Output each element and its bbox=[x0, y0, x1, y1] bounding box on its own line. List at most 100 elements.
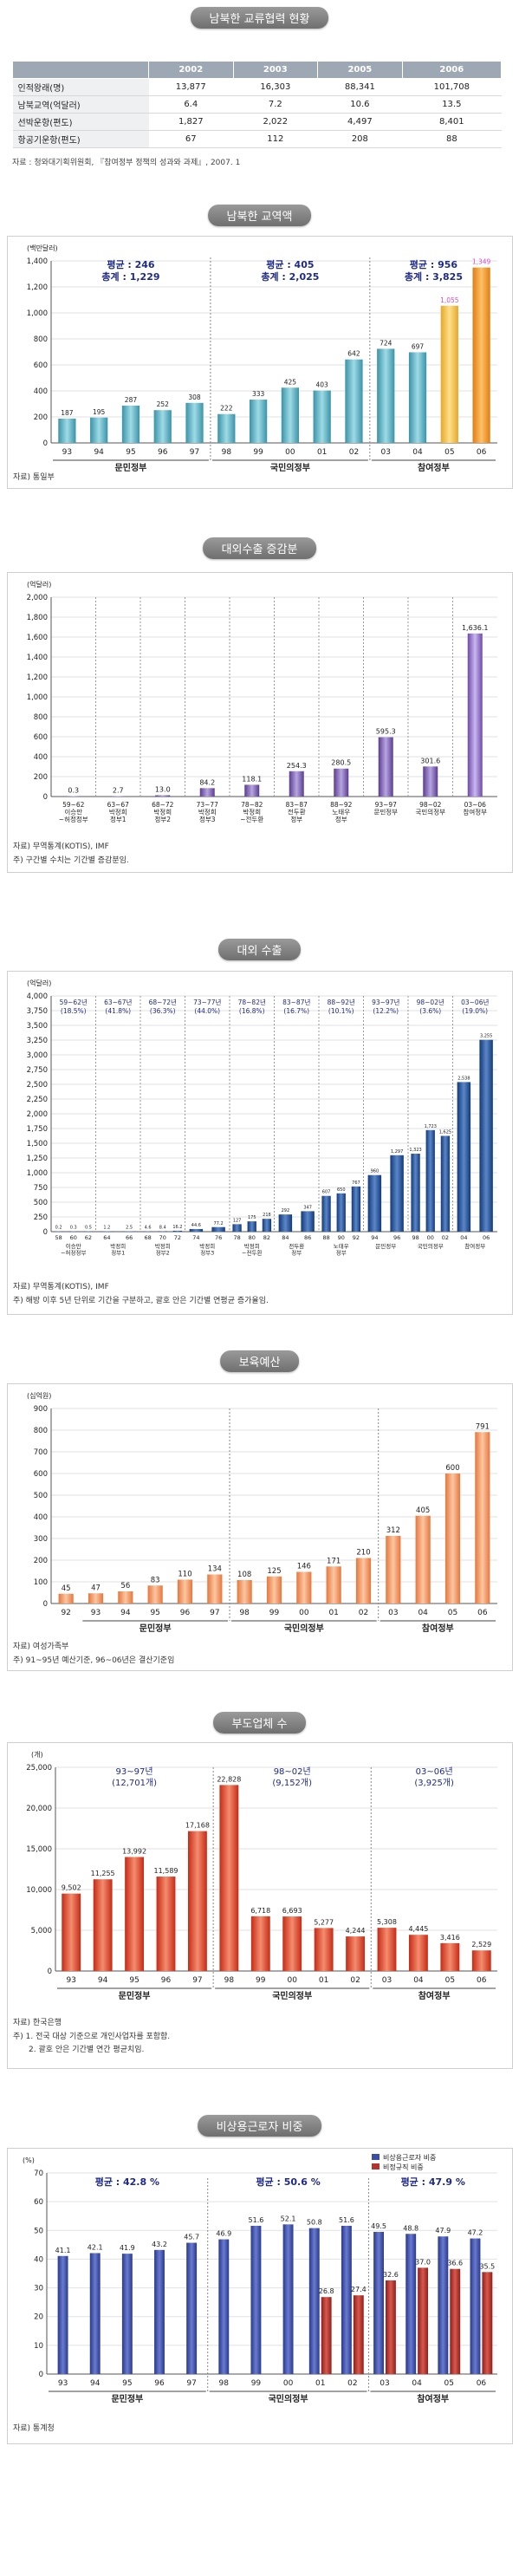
bar bbox=[89, 2253, 101, 2374]
x-tick-label: 00 bbox=[283, 2379, 294, 2388]
x-tick-label: 참여정부 bbox=[463, 808, 487, 816]
average-annotation: 평균 : 405 bbox=[266, 258, 314, 270]
data-label: 1,636.1 bbox=[462, 624, 489, 632]
section-title-export-increase: 대외수출 증감분 bbox=[202, 537, 317, 559]
y-tick-label: 0 bbox=[43, 439, 48, 448]
x-tick-label: 박정희 bbox=[198, 808, 217, 816]
x-tick-label: 박정희 bbox=[109, 808, 127, 816]
x-tick-label: 02 bbox=[349, 448, 359, 457]
data-label: 308 bbox=[188, 394, 201, 401]
data-label: 51.6 bbox=[249, 2216, 264, 2224]
data-label: 252 bbox=[157, 400, 170, 408]
bar bbox=[58, 1593, 74, 1603]
bar bbox=[218, 2239, 230, 2374]
data-label: 11,255 bbox=[91, 1870, 115, 1877]
data-label: 146 bbox=[297, 1563, 311, 1571]
data-label: 9,502 bbox=[62, 1884, 81, 1892]
bar bbox=[405, 2234, 417, 2374]
table-cell: 88 bbox=[402, 130, 502, 148]
x-tick-label: 97 bbox=[186, 2379, 196, 2388]
data-label: 2,538 bbox=[457, 1076, 470, 1081]
bar bbox=[301, 1211, 315, 1232]
period-range: 73~77년 bbox=[193, 998, 221, 1006]
x-tick-label: 노태우 bbox=[332, 809, 350, 816]
x-tick-label: 02 bbox=[350, 1976, 360, 1985]
period-name: 박정희 bbox=[110, 1242, 126, 1250]
bar bbox=[282, 1916, 302, 1971]
data-label: 41.1 bbox=[55, 2247, 71, 2254]
chart-box-exports: (억달러) 0 250 500 750 1,000 1,250 1,500 1,750 2,000… bbox=[7, 971, 513, 1315]
data-label: 48.8 bbox=[403, 2224, 418, 2232]
x-tick-label: 95 bbox=[122, 2379, 132, 2388]
y-tick-label: 30 bbox=[34, 2285, 43, 2293]
x-tick-label: 03 bbox=[380, 2379, 389, 2388]
x-tick-label: 정부1 bbox=[110, 815, 127, 823]
x-tick-label: ~허정정부 bbox=[59, 815, 88, 823]
y-tick-label: 1,250 bbox=[27, 1155, 48, 1163]
y-tick-label: 900 bbox=[34, 1405, 48, 1414]
period-name: 정부 bbox=[291, 1249, 302, 1257]
data-label: 17,168 bbox=[185, 1822, 210, 1830]
y-tick-label: 600 bbox=[34, 361, 48, 370]
x-tick-label: 박정희 bbox=[153, 808, 172, 816]
bar bbox=[467, 633, 483, 797]
source-note: 자료) 여성가족부 bbox=[13, 1641, 68, 1651]
bar bbox=[475, 1432, 490, 1603]
period-label: 국민의정부 bbox=[272, 1990, 312, 2001]
table-cell: 88,341 bbox=[317, 78, 403, 96]
period-name: 박정희 bbox=[244, 1242, 260, 1250]
bar bbox=[250, 1916, 270, 1971]
data-label: 52.1 bbox=[281, 2215, 296, 2222]
y-axis-label: (개) bbox=[31, 1750, 43, 1759]
period-name: ~전두환 bbox=[242, 1249, 262, 1257]
data-label: 1.2 bbox=[103, 1226, 110, 1231]
table-source: 자료 : 청와대기획위원회, 『참여정부 정책의 성과와 과제』, 2007. … bbox=[12, 159, 241, 167]
x-tick-label: 73~77 bbox=[197, 801, 219, 809]
y-tick-label: 400 bbox=[34, 753, 48, 762]
bar bbox=[341, 2225, 352, 2374]
data-label: 50.8 bbox=[307, 2219, 322, 2227]
total-annotation: 총계 : 2,025 bbox=[261, 270, 319, 283]
table-header-cell: 2005 bbox=[317, 61, 403, 79]
y-tick-label: 200 bbox=[34, 1557, 48, 1565]
chart-irregular: (%)01020304050607041.19342.19441.99543.2… bbox=[13, 2153, 497, 2433]
data-label: 4.6 bbox=[145, 1226, 152, 1231]
y-tick-label: 500 bbox=[34, 1199, 48, 1207]
x-tick-label: 94 bbox=[90, 2379, 101, 2388]
x-tick-label: 92 bbox=[61, 1609, 70, 1617]
bar bbox=[353, 2295, 364, 2374]
data-label: 600 bbox=[445, 1464, 459, 1473]
period-label: 문민정부 bbox=[111, 2393, 143, 2404]
x-tick-label: 00 bbox=[299, 1609, 309, 1617]
y-tick-label: 3,250 bbox=[27, 1037, 48, 1045]
x-tick-label: 62 bbox=[85, 1234, 92, 1241]
x-tick-label: 93 bbox=[66, 1976, 75, 1985]
x-tick-label: 96 bbox=[154, 2379, 165, 2388]
x-tick-label: 78 bbox=[233, 1234, 240, 1241]
data-label: 6,693 bbox=[282, 1907, 302, 1915]
footnote: 주) 해방 이후 5년 단위로 기간을 구분하고, 괄호 안은 기간별 연평균 … bbox=[13, 1295, 269, 1305]
period-label: 국민의정부 bbox=[269, 2393, 308, 2404]
period-range: 83~87년 bbox=[282, 998, 310, 1006]
bar bbox=[296, 1571, 312, 1603]
bar bbox=[472, 267, 490, 443]
period-name: 정부1 bbox=[111, 1249, 125, 1257]
section-title-exchange: 남북한 교류협력 현황 bbox=[190, 7, 329, 29]
x-tick-label: 83~87 bbox=[286, 801, 308, 809]
y-tick-label: 40 bbox=[34, 2255, 43, 2264]
x-tick-label: 문민정부 bbox=[373, 808, 398, 816]
x-tick-label: 93 bbox=[91, 1609, 101, 1617]
data-label: 347 bbox=[303, 1205, 312, 1210]
bar bbox=[423, 766, 438, 797]
data-label: 3,255 bbox=[480, 1034, 492, 1039]
data-label: 767 bbox=[352, 1181, 360, 1186]
y-tick-label: 1,200 bbox=[27, 283, 48, 292]
y-tick-label: 250 bbox=[34, 1213, 48, 1222]
period-name: 국민의정부 bbox=[418, 1242, 444, 1250]
data-label: 110 bbox=[178, 1571, 191, 1579]
table-cell: 10.6 bbox=[317, 95, 403, 114]
x-tick-label: 04 bbox=[412, 2379, 422, 2388]
y-tick-label: 1,200 bbox=[27, 673, 48, 682]
bar bbox=[125, 1857, 144, 1971]
x-tick-label: 99 bbox=[253, 448, 263, 457]
